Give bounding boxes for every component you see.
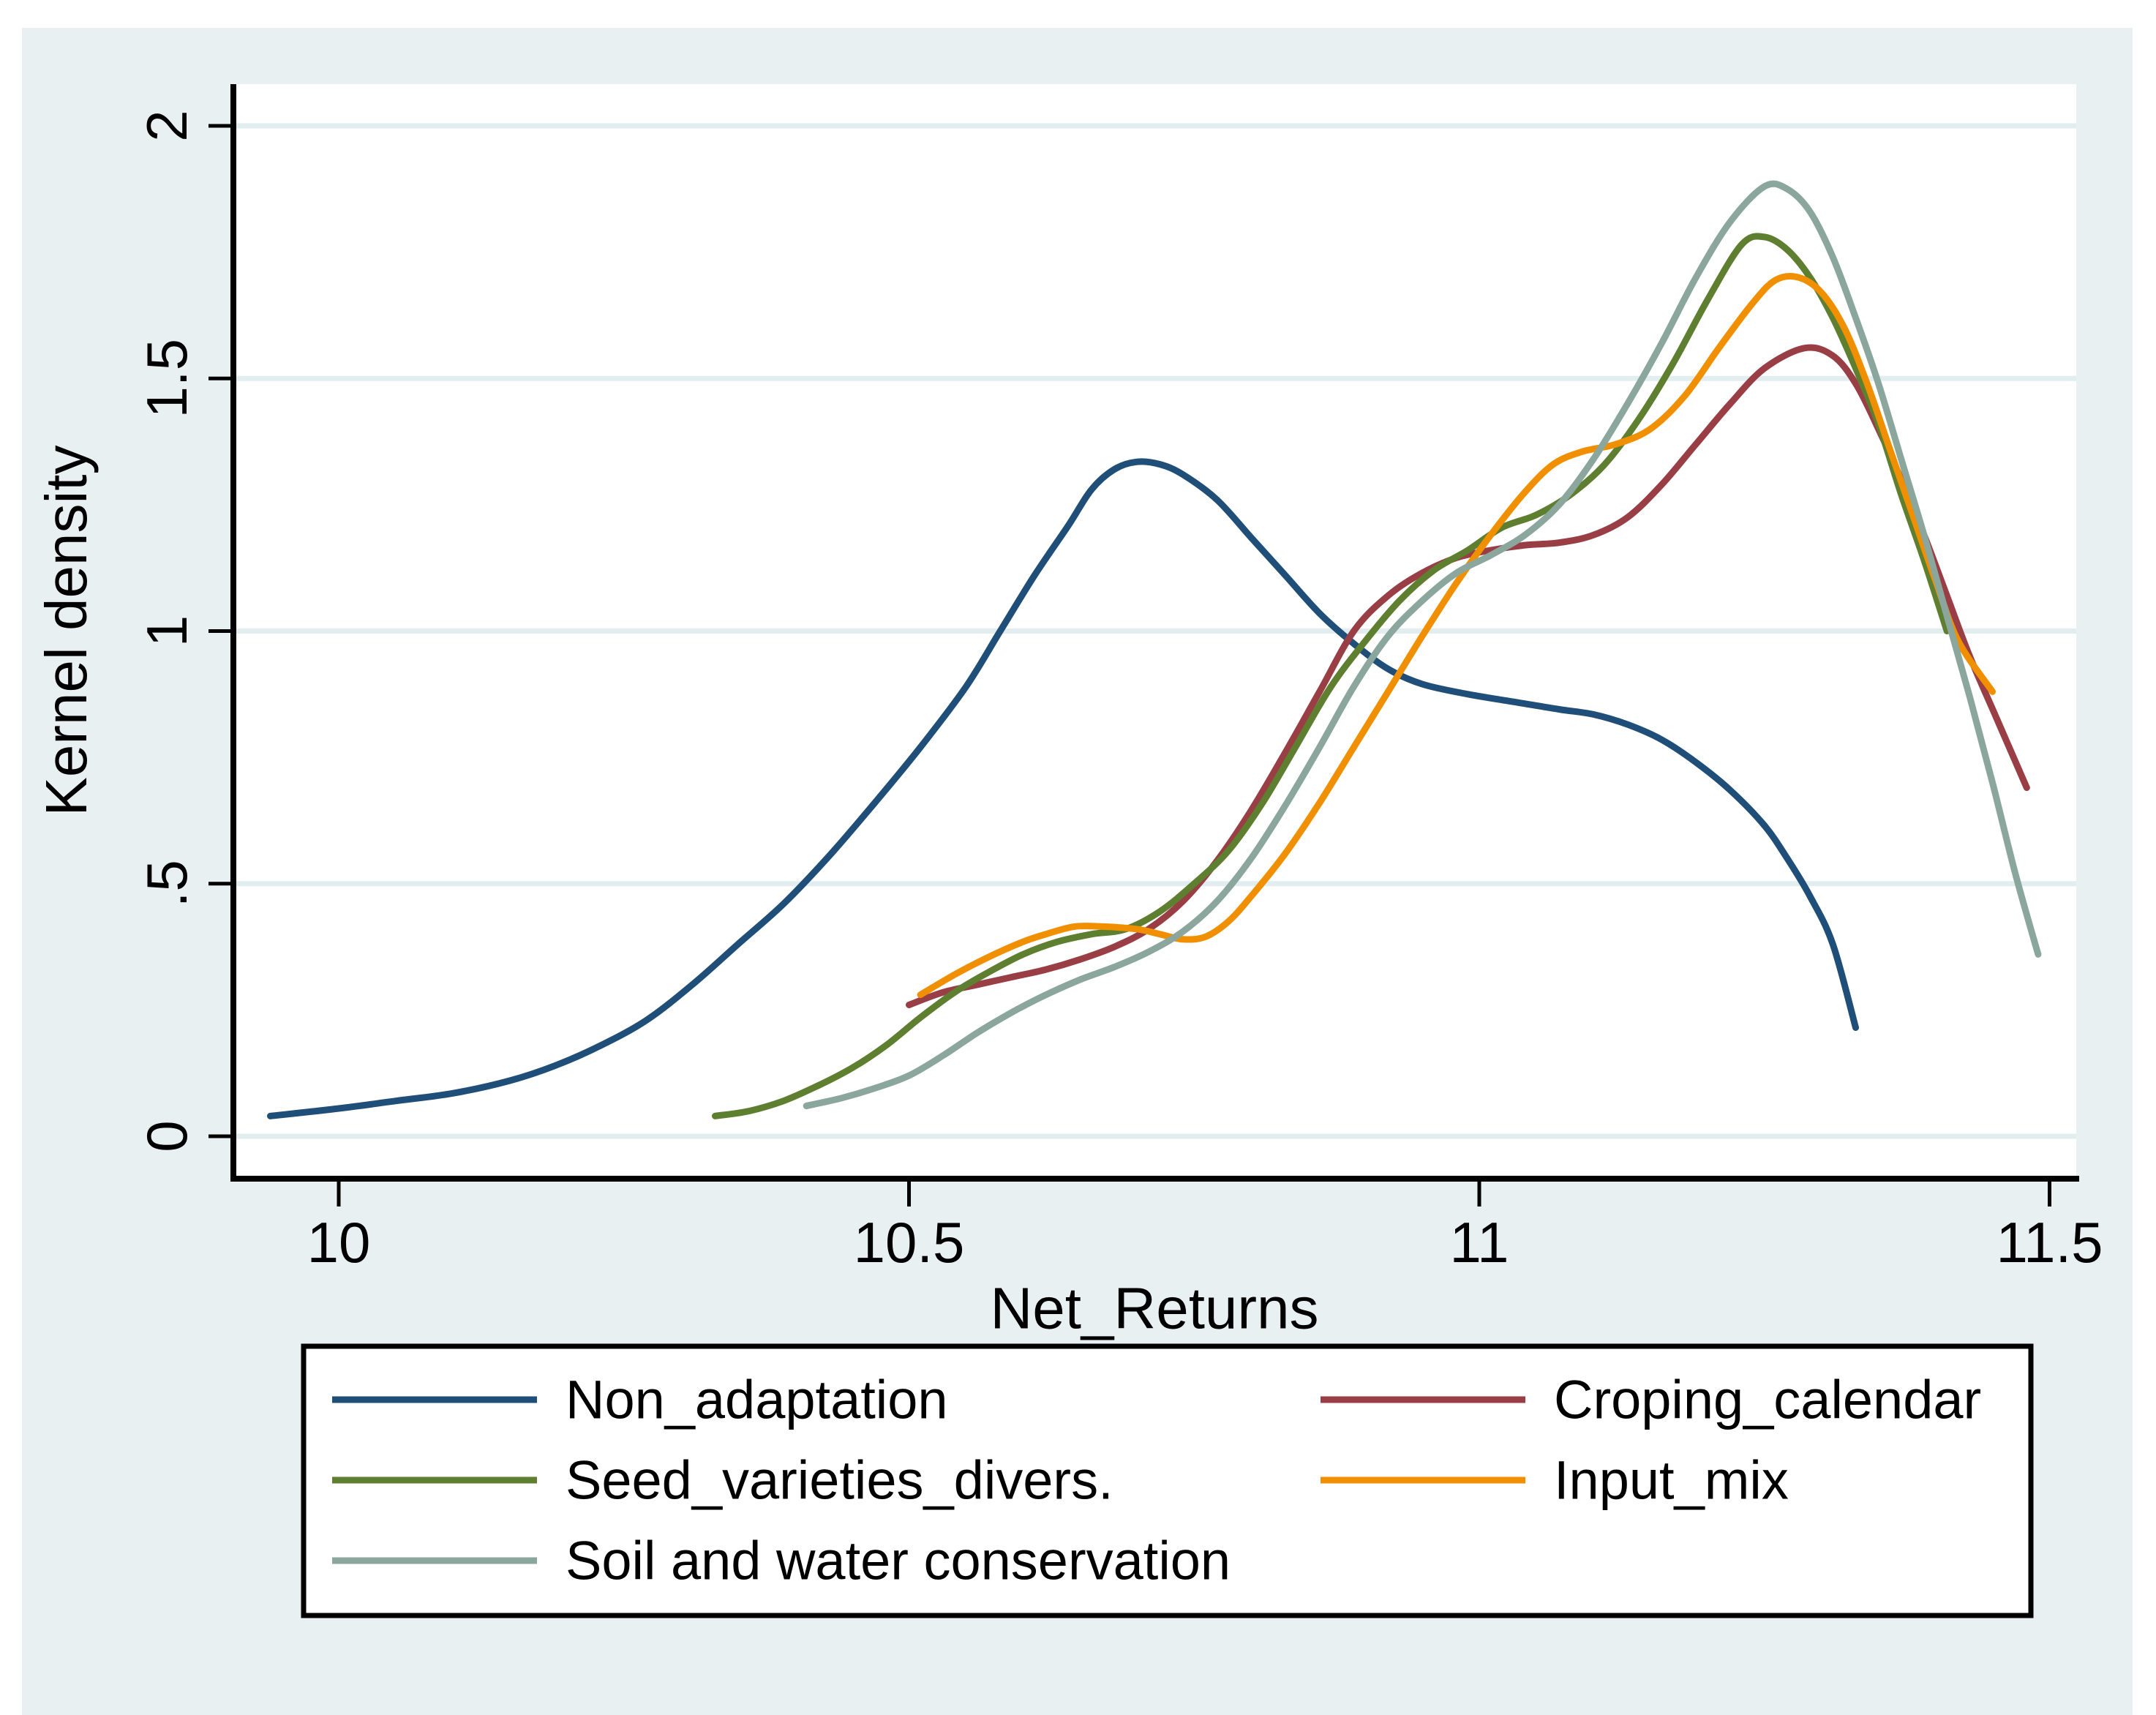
curve-input-mix bbox=[917, 272, 1996, 999]
legend-item: Soil and water conservation bbox=[332, 1531, 1231, 1591]
y-tick-label-0: 0 bbox=[135, 1120, 199, 1152]
x-tick-label-10.5: 10.5 bbox=[854, 1210, 965, 1275]
legend-items: Non_adaptation Croping_calendar Seed_varie… bbox=[332, 1370, 1981, 1591]
y-tick-label-0.5: .5 bbox=[135, 860, 199, 907]
legend-label-5: Soil and water conservation bbox=[566, 1531, 1231, 1591]
legend-label-2: Croping_calendar bbox=[1554, 1370, 1981, 1430]
y-tick-label-1.5: 1.5 bbox=[135, 339, 199, 418]
x-axis-title: Net_Returns bbox=[990, 1276, 1318, 1341]
legend-label-3: Seed_varieties_divers. bbox=[566, 1450, 1113, 1511]
curve-non-adaptation bbox=[266, 458, 1859, 1119]
density-curves bbox=[266, 180, 2042, 1119]
y-tick-label-2: 2 bbox=[135, 110, 199, 141]
legend-item: Non_adaptation bbox=[332, 1370, 948, 1430]
legend-item: Croping_calendar bbox=[1321, 1370, 1981, 1430]
legend-item: Seed_varieties_divers. bbox=[332, 1450, 1113, 1511]
x-tick-label-11.5: 11.5 bbox=[1996, 1210, 2103, 1275]
legend-item: Input_mix bbox=[1321, 1450, 1789, 1511]
axis-lines bbox=[230, 84, 2079, 1182]
curve-soil-and-water-conservation bbox=[803, 180, 2042, 1110]
y-axis-title: Kernel density bbox=[34, 446, 99, 817]
legend: Non_adaptation Croping_calendar Seed_varie… bbox=[301, 1343, 2034, 1618]
legend-label-1: Non_adaptation bbox=[566, 1370, 948, 1430]
x-tick-label-11: 11 bbox=[1450, 1210, 1509, 1275]
legend-label-4: Input_mix bbox=[1554, 1450, 1789, 1511]
y-tick-label-1: 1 bbox=[135, 615, 199, 647]
x-tick-label-10: 10 bbox=[307, 1210, 371, 1275]
legend-box bbox=[301, 1343, 2034, 1618]
tick-marks bbox=[209, 124, 2051, 1206]
gridlines bbox=[236, 123, 2076, 1139]
